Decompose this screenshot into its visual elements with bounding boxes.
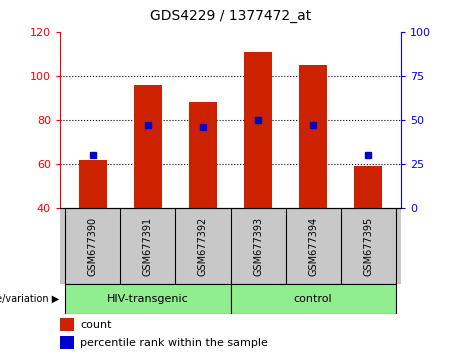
- Text: count: count: [80, 320, 112, 330]
- Bar: [189, 102, 217, 208]
- Text: percentile rank within the sample: percentile rank within the sample: [80, 337, 268, 348]
- Bar: [79, 160, 106, 208]
- Text: GSM677394: GSM677394: [308, 216, 318, 275]
- Bar: [134, 85, 162, 208]
- Text: GSM677390: GSM677390: [88, 216, 98, 275]
- Text: GSM677392: GSM677392: [198, 216, 208, 276]
- Bar: [230, 284, 396, 314]
- Bar: [60, 318, 74, 331]
- Text: control: control: [294, 294, 332, 304]
- Bar: [299, 65, 327, 208]
- Text: GSM677391: GSM677391: [143, 216, 153, 275]
- Bar: [65, 284, 230, 314]
- Text: GSM677393: GSM677393: [253, 216, 263, 275]
- Text: HIV-transgenic: HIV-transgenic: [107, 294, 189, 304]
- Text: GSM677395: GSM677395: [363, 216, 373, 276]
- Text: genotype/variation ▶: genotype/variation ▶: [0, 294, 59, 304]
- Bar: [60, 336, 74, 349]
- Bar: [355, 166, 382, 208]
- Bar: [244, 52, 272, 208]
- Text: GDS4229 / 1377472_at: GDS4229 / 1377472_at: [150, 9, 311, 23]
